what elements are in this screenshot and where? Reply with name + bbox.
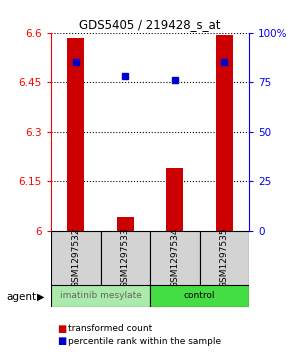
Bar [150, 285, 249, 307]
Text: imatinib mesylate: imatinib mesylate [60, 291, 141, 300]
Text: ■: ■ [57, 323, 66, 334]
Bar [216, 35, 233, 231]
Text: ■: ■ [57, 336, 66, 346]
Text: GSM1297535: GSM1297535 [220, 227, 229, 288]
Bar [51, 285, 150, 307]
Text: GSM1297534: GSM1297534 [170, 228, 179, 288]
Text: control: control [184, 291, 215, 300]
Bar [67, 38, 84, 231]
Text: agent: agent [6, 292, 36, 302]
Bar [51, 231, 100, 285]
Text: ▶: ▶ [37, 292, 44, 302]
Text: GSM1297532: GSM1297532 [71, 228, 80, 288]
Bar [200, 231, 249, 285]
Bar [117, 217, 134, 231]
Title: GDS5405 / 219428_s_at: GDS5405 / 219428_s_at [79, 19, 221, 32]
Bar [100, 231, 150, 285]
Bar [150, 231, 200, 285]
Bar [166, 168, 183, 231]
Text: percentile rank within the sample: percentile rank within the sample [68, 337, 220, 346]
Text: transformed count: transformed count [68, 324, 152, 333]
Text: GSM1297533: GSM1297533 [121, 227, 130, 288]
